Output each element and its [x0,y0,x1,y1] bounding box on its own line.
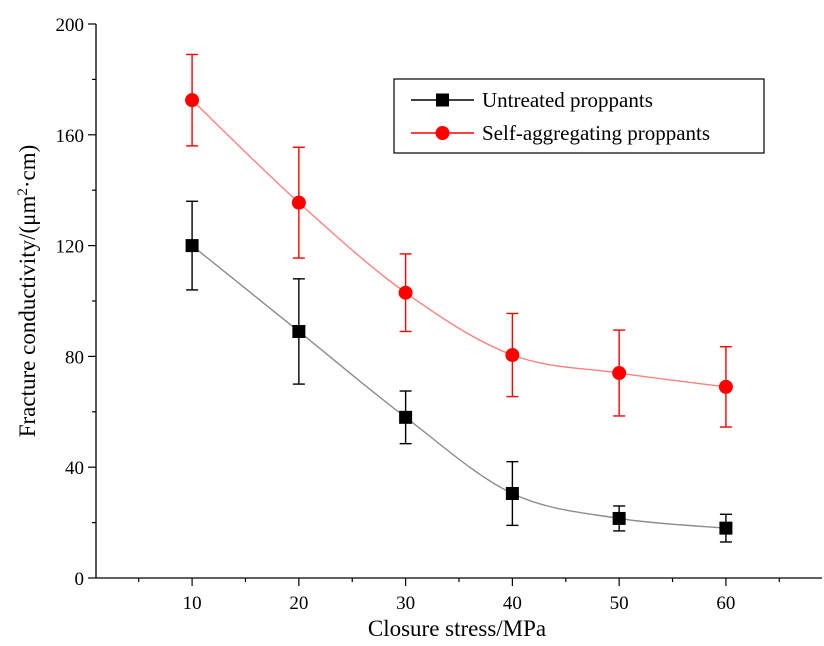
series-0-point [505,487,519,501]
x-tick-label: 20 [289,593,308,614]
series-0-point [292,324,306,338]
series-1-point [505,348,520,363]
series-1-point [718,379,733,394]
axes: 10 20 30 40 50 60 0 40 80 120 160 200 [56,15,822,614]
x-tick-label: 10 [183,593,202,614]
data-markers [185,93,733,535]
series-0-point [185,239,199,253]
y-tick-label: 40 [65,458,84,479]
y-axis-title: Fracture conductivity/(μm2·cm) [15,145,40,438]
y-axis-title-suffix: ·cm) [15,145,40,188]
x-tick-label: 60 [716,593,735,614]
legend-marker-0 [436,93,449,107]
series-0-point [612,511,626,525]
x-axis-title: Closure stress/MPa [368,616,546,641]
fit-curves [191,99,727,529]
y-tick-label: 80 [65,347,84,368]
x-tick-label: 50 [610,593,629,614]
legend-label-1: Self-aggregating proppants [482,121,710,145]
y-tick-label: 160 [56,126,85,147]
legend-label-0: Untreated proppants [482,88,653,112]
legend-marker-1 [435,126,450,140]
series-0-point [719,521,733,535]
legend: Untreated proppants Self-aggregating prop… [393,78,765,154]
y-axis-title-superscript: 2 [15,188,31,196]
y-tick-label: 120 [56,237,85,258]
legend-box [393,78,765,154]
x-tick-label: 40 [503,593,522,614]
series-0-point [399,410,413,424]
x-tick-label: 30 [396,593,415,614]
y-tick-label: 200 [56,15,85,36]
series-1-point [398,285,413,300]
y-tick-label: 0 [75,569,85,590]
series-1-point [612,366,627,381]
y-axis-title-prefix: Fracture conductivity/(μm [15,196,40,438]
series-1-point [185,93,200,108]
series-1-point [291,195,306,210]
series-0-curve [191,245,726,529]
